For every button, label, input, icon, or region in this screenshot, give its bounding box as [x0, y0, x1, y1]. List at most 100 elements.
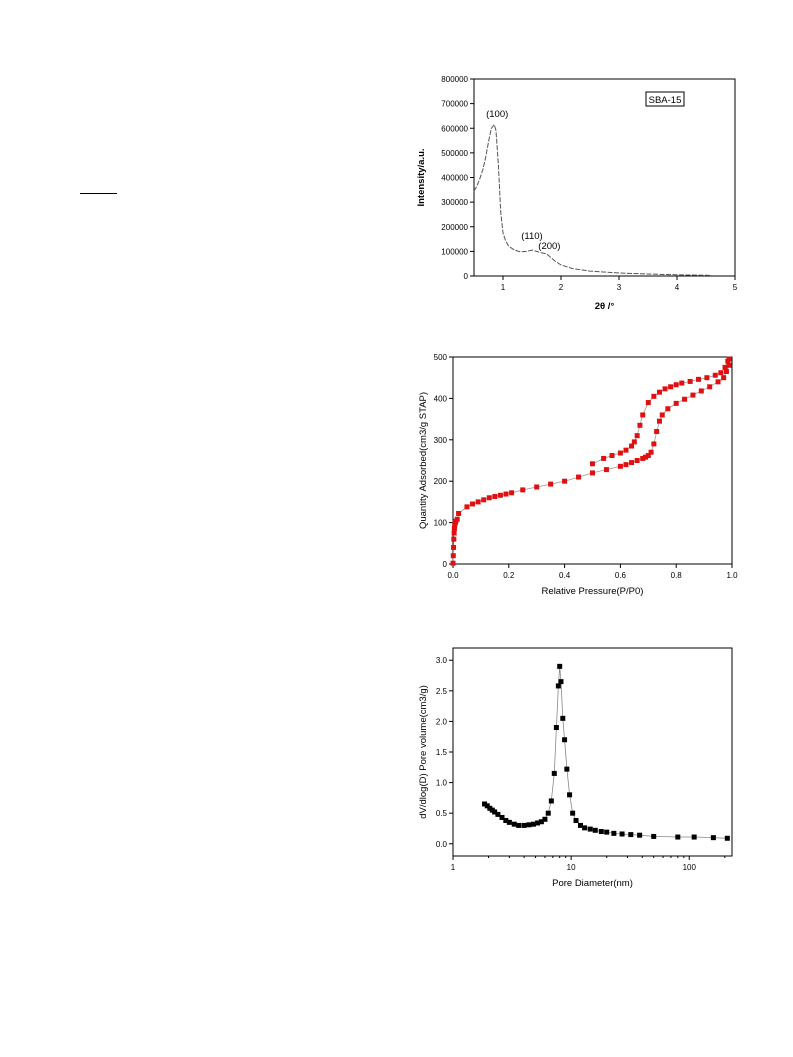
y-axis-label: dV/dlog(D) Pore volume(cm3/g)	[418, 685, 429, 819]
legend-label: SBA-15	[649, 95, 682, 106]
pore-data-point	[558, 679, 564, 685]
x-tick-label: 5	[733, 283, 738, 292]
adsorption-point	[603, 467, 609, 473]
adsorption-point	[648, 449, 654, 455]
adsorption-point	[451, 530, 457, 536]
desorption-point	[696, 376, 702, 382]
x-tick-label: 100	[683, 863, 697, 872]
y-tick-label: 100	[434, 519, 448, 528]
pore-data-point	[651, 833, 657, 839]
y-tick-label: 400	[434, 394, 448, 403]
pore-data-point	[567, 792, 573, 798]
isotherm-chart: 0.0 0.2 0.4 0.6 0.8 1.0 0 100 200 300 400 500 Relati…	[418, 353, 738, 597]
desorption-point	[704, 375, 710, 381]
peak-annotation: (200)	[538, 241, 560, 252]
y-tick-label: 300	[434, 436, 448, 445]
desorption-point	[673, 382, 679, 388]
desorption-point	[634, 433, 640, 439]
pore-data-point	[564, 766, 570, 772]
y-tick-label: 0.5	[436, 809, 448, 818]
pore-data-point	[570, 810, 576, 816]
plot-frame	[452, 356, 733, 565]
plot-frame	[473, 78, 736, 277]
y-tick-label: 600000	[441, 124, 468, 133]
desorption-point	[623, 447, 629, 453]
x-tick-label: 1	[501, 283, 506, 292]
x-tick-label: 0.4	[559, 571, 571, 580]
desorption-point	[645, 400, 651, 406]
x-axis-label: Pore Diameter(nm)	[552, 878, 633, 889]
desorption-point	[637, 422, 643, 428]
adsorption-point	[509, 490, 515, 496]
pore-data-point	[553, 725, 559, 731]
desorption-point	[601, 455, 607, 461]
isotherm-connector-line	[592, 358, 730, 465]
adsorption-point	[656, 418, 662, 424]
pore-data-point	[506, 819, 512, 825]
adsorption-point	[659, 412, 665, 418]
adsorption-point	[451, 536, 457, 542]
x-tick-label: 10	[567, 863, 576, 872]
y-tick-label: 200000	[441, 223, 468, 232]
peak-annotation: (110)	[521, 231, 542, 242]
adsorption-point	[682, 396, 688, 402]
pore-data-point	[573, 818, 579, 824]
pore-data-point	[511, 821, 517, 827]
pore-data-point	[598, 829, 604, 835]
desorption-point	[590, 461, 595, 467]
pore-data-point	[495, 811, 501, 817]
adsorption-point	[673, 400, 679, 406]
adsorption-point	[451, 526, 457, 532]
adsorption-point	[629, 460, 635, 466]
adsorption-point	[643, 454, 649, 460]
adsorption-point	[481, 497, 487, 503]
pore-data-point	[587, 826, 593, 832]
pore-data-point	[542, 816, 548, 822]
y-tick-label: 800000	[441, 75, 468, 84]
pore-data-point	[592, 827, 598, 833]
adsorption-point	[715, 379, 721, 385]
adsorption-point	[456, 510, 462, 516]
desorption-point	[656, 389, 662, 395]
y-tick-label: 0.0	[436, 840, 448, 849]
adsorption-point	[723, 368, 729, 374]
adsorption-point	[645, 453, 651, 459]
y-tick-label: 0	[443, 560, 448, 569]
desorption-point	[617, 450, 623, 456]
adsorption-point	[590, 470, 595, 476]
pore-data-point	[557, 663, 563, 669]
pore-data-point	[492, 809, 498, 815]
pore-data-point	[562, 737, 568, 743]
adsorption-point	[562, 478, 568, 484]
adsorption-point	[707, 384, 713, 390]
pore-data-point	[545, 810, 551, 816]
pore-data-point	[548, 798, 554, 804]
adsorption-point	[497, 492, 503, 498]
desorption-point	[668, 384, 674, 390]
pore-data-point	[691, 834, 697, 840]
y-tick-label: 0	[464, 272, 469, 281]
x-axis-label: 2θ /°	[595, 301, 615, 312]
y-tick-label: 500000	[441, 149, 468, 158]
xrd-chart: 1 2 3 4 5 0 100000 200000 300000 400000 500000 6000…	[416, 75, 738, 312]
desorption-point	[725, 358, 731, 364]
adsorption-point	[450, 560, 456, 566]
desorption-point	[712, 372, 718, 378]
xrd-series-line	[473, 123, 712, 276]
legend-box	[645, 91, 685, 107]
adsorption-point	[634, 458, 640, 463]
desorption-point	[609, 453, 615, 459]
pore-data-point	[516, 822, 522, 828]
pore-data-point	[526, 822, 532, 828]
y-axis-label: Quantity Adsorbed(cm3/g STAP)	[418, 392, 429, 529]
x-tick-label: 1.0	[726, 571, 738, 580]
adsorption-point	[617, 463, 623, 469]
adsorption-point	[520, 487, 526, 493]
desorption-point	[687, 378, 693, 384]
desorption-point	[662, 386, 668, 392]
adsorption-point	[651, 441, 657, 447]
desorption-point	[718, 370, 724, 376]
adsorption-point	[451, 544, 457, 550]
pore-data-point	[535, 820, 541, 826]
pore-data-point	[521, 822, 527, 828]
